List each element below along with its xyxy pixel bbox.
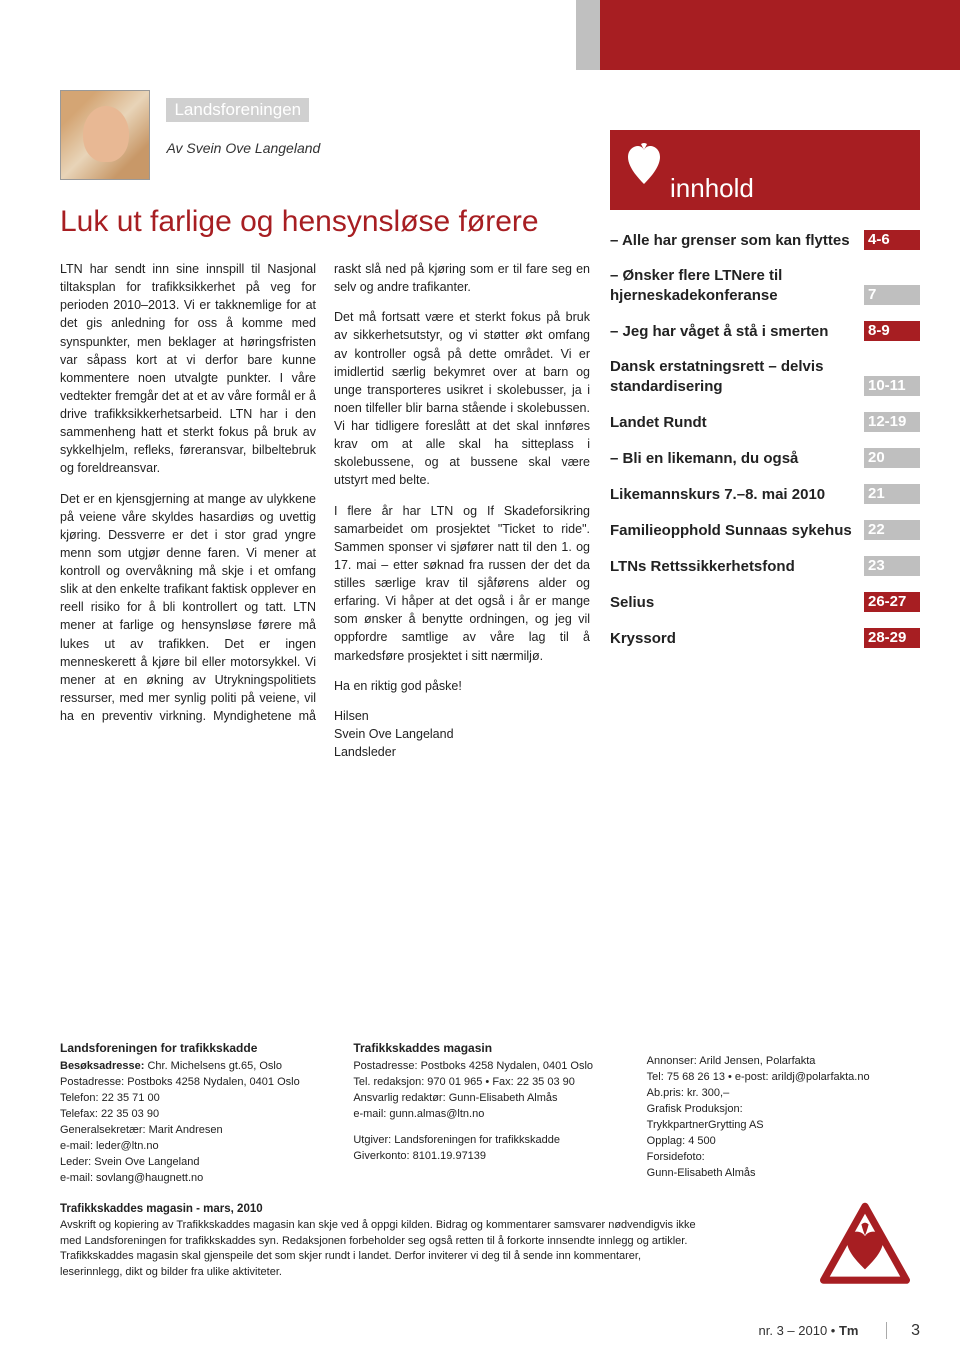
toc-row: – Jeg har våget å stå i smerten8-9 (610, 321, 920, 341)
col3-l3: Ab.pris: kr. 300,– (647, 1086, 910, 1102)
col1-title: Landsforeningen for trafikkskadde (60, 1040, 323, 1057)
toc-item-label: Dansk erstatningsrett – delvis standardi… (610, 357, 864, 396)
article-headline: Luk ut farlige og hensynsløse førere (60, 205, 539, 239)
toc-title: innhold (670, 173, 754, 204)
colophon-col-2: Trafikkskaddes magasin Postadresse: Post… (353, 1040, 616, 1187)
toc-item-page: 22 (864, 520, 920, 540)
col2-l3: Ansvarlig redaktør: Gunn-Elisabeth Almås (353, 1091, 616, 1107)
top-grey-slice (576, 0, 600, 70)
author-photo (60, 90, 150, 180)
toc-list: – Alle har grenser som kan flyttes4-6– Ø… (610, 230, 920, 648)
toc-item-label: – Ønsker flere LTNere til hjerneskadekon… (610, 266, 864, 305)
article-p5: Ha en riktig god påske! (334, 677, 590, 695)
toc-row: Likemannskurs 7.–8. mai 201021 (610, 484, 920, 504)
article-p1: LTN har sendt inn sine innspill til Nasj… (60, 260, 316, 478)
toc-item-label: Kryssord (610, 629, 864, 649)
toc-block: innhold – Alle har grenser som kan flytt… (610, 130, 920, 664)
toc-row: – Bli en likemann, du også20 (610, 448, 920, 468)
colophon: Landsforeningen for trafikkskadde Besøks… (60, 1040, 910, 1281)
colophon-col-1: Landsforeningen for trafikkskadde Besøks… (60, 1040, 323, 1187)
article-p7: Svein Ove Langeland (334, 725, 590, 743)
tm-text: Tm (839, 1323, 859, 1338)
toc-item-label: – Alle har grenser som kan flyttes (610, 231, 864, 251)
toc-item-page: 8-9 (864, 321, 920, 341)
toc-item-label: Likemannskurs 7.–8. mai 2010 (610, 485, 864, 505)
toc-header: innhold (610, 130, 920, 210)
col2-l2: Tel. redaksjon: 970 01 965 • Fax: 22 35 … (353, 1075, 616, 1091)
col2-l6: Giverkonto: 8101.19.97139 (353, 1149, 616, 1165)
issue-text: nr. 3 – 2010 • (759, 1323, 836, 1338)
toc-item-page: 10-11 (864, 376, 920, 396)
toc-item-page: 4-6 (864, 230, 920, 250)
toc-item-page: 26-27 (864, 592, 920, 612)
section-label: Landsforeningen (166, 98, 309, 122)
toc-item-page: 28-29 (864, 628, 920, 648)
toc-item-page: 21 (864, 484, 920, 504)
note-body: Avskrift og kopiering av Trafikkskaddes … (60, 1218, 700, 1282)
col3-l1: Annonser: Arild Jensen, Polarfakta (647, 1054, 910, 1070)
col1-l5: Generalsekretær: Marit Andresen (60, 1123, 323, 1139)
colophon-note: Trafikkskaddes magasin - mars, 2010 Avsk… (60, 1201, 700, 1281)
col2-title: Trafikkskaddes magasin (353, 1040, 616, 1057)
toc-item-label: LTNs Rettssikkerhetsfond (610, 557, 864, 577)
page-number: 3 (886, 1322, 920, 1339)
col2-l5: Utgiver: Landsforeningen for trafikkskad… (353, 1133, 616, 1149)
col1-l8: e-mail: sovlang@haugnett.no (60, 1171, 323, 1187)
col2-l4: e-mail: gunn.almas@ltn.no (353, 1107, 616, 1123)
col1-l4: Telefax: 22 35 03 90 (60, 1107, 323, 1123)
toc-row: LTNs Rettssikkerhetsfond23 (610, 556, 920, 576)
author-block: Landsforeningen Av Svein Ove Langeland (60, 90, 600, 180)
article-p3: Det må fortsatt være et sterkt fokus på … (334, 308, 590, 489)
page-number-block: nr. 3 – 2010 • Tm 3 (759, 1322, 921, 1340)
toc-item-label: Landet Rundt (610, 413, 864, 433)
col1-l6: e-mail: leder@ltn.no (60, 1139, 323, 1155)
col1-l3: Telefon: 22 35 71 00 (60, 1091, 323, 1107)
colophon-col-3: Annonser: Arild Jensen, Polarfakta Tel: … (647, 1040, 910, 1187)
toc-row: Dansk erstatningsrett – delvis standardi… (610, 357, 920, 396)
toc-item-page: 12-19 (864, 412, 920, 432)
article-p4: I flere år har LTN og If Skadeforsikring… (334, 502, 590, 665)
toc-row: Familieopphold Sunnaas sykehus22 (610, 520, 920, 540)
col3-l7: Forsidefoto: (647, 1150, 910, 1166)
byline: Av Svein Ove Langeland (166, 140, 320, 156)
toc-item-label: Familieopphold Sunnaas sykehus (610, 521, 864, 541)
toc-item-page: 23 (864, 556, 920, 576)
col1-l2: Postadresse: Postboks 4258 Nydalen, 0401… (60, 1075, 323, 1091)
col3-l6: Opplag: 4 500 (647, 1134, 910, 1150)
toc-item-label: – Jeg har våget å stå i smerten (610, 322, 864, 342)
note-title: Trafikkskaddes magasin - mars, 2010 (60, 1201, 700, 1218)
magazine-page: Landsforeningen Av Svein Ove Langeland L… (0, 0, 960, 1358)
col3-l5: TrykkpartnerGrytting AS (647, 1118, 910, 1134)
heart-logo-icon (626, 142, 662, 186)
top-red-slice (600, 0, 960, 70)
toc-row: Selius26-27 (610, 592, 920, 612)
toc-item-page: 7 (864, 285, 920, 305)
col3-l2: Tel: 75 68 26 13 • e-post: arildj@polarf… (647, 1070, 910, 1086)
toc-row: Landet Rundt12-19 (610, 412, 920, 432)
col3-l8: Gunn-Elisabeth Almås (647, 1166, 910, 1182)
toc-item-page: 20 (864, 448, 920, 468)
col3-l4: Grafisk Produksjon: (647, 1102, 910, 1118)
article-p6: Hilsen (334, 707, 590, 725)
spacer (353, 1123, 616, 1133)
toc-row: – Ønsker flere LTNere til hjerneskadekon… (610, 266, 920, 305)
col1-l7: Leder: Svein Ove Langeland (60, 1155, 323, 1171)
col1-l1: Besøksadresse: Besøksadresse: Chr. Miche… (60, 1059, 323, 1075)
article-p8: Landsleder (334, 743, 590, 761)
warning-heart-logo-icon (820, 1201, 910, 1291)
toc-row: Kryssord28-29 (610, 628, 920, 648)
author-text: Landsforeningen Av Svein Ove Langeland (166, 98, 320, 156)
top-accent-bar (600, 0, 960, 70)
article-body: LTN har sendt inn sine innspill til Nasj… (60, 260, 590, 761)
toc-row: – Alle har grenser som kan flyttes4-6 (610, 230, 920, 250)
toc-item-label: – Bli en likemann, du også (610, 449, 864, 469)
colophon-columns: Landsforeningen for trafikkskadde Besøks… (60, 1040, 910, 1187)
toc-item-label: Selius (610, 593, 864, 613)
author-face-placeholder (83, 106, 129, 162)
spacer (647, 1040, 910, 1054)
col2-l1: Postadresse: Postboks 4258 Nydalen, 0401… (353, 1059, 616, 1075)
